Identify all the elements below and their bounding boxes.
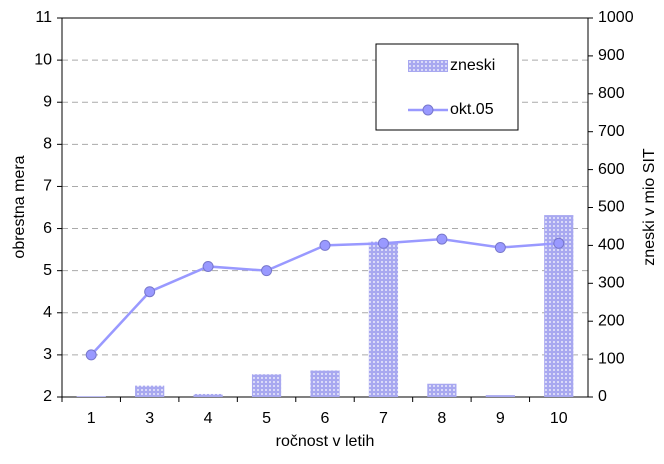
- x-tick-label: 7: [379, 410, 388, 427]
- point: [261, 265, 273, 277]
- y2-tick-label: 200: [598, 312, 625, 329]
- bar: [135, 385, 165, 397]
- point: [144, 286, 156, 298]
- y-tick-label: 10: [34, 51, 52, 68]
- x-tick-label: 8: [437, 410, 446, 427]
- y2-tick-label: 500: [598, 199, 625, 216]
- legend-label: zneski: [450, 57, 495, 74]
- point: [553, 237, 565, 249]
- y-tick-label: 4: [43, 304, 52, 321]
- y2-tick-label: 800: [598, 85, 625, 102]
- bar: [485, 395, 515, 397]
- bar: [310, 370, 340, 397]
- x-tick-label: 10: [550, 410, 568, 427]
- y-tick-label: 3: [43, 346, 52, 363]
- bar: [193, 393, 223, 397]
- y-tick-label: 9: [43, 93, 52, 110]
- x-tick-label: 3: [145, 410, 154, 427]
- y-tick-label: 11: [35, 9, 52, 26]
- y2-tick-label: 0: [598, 388, 607, 405]
- point: [85, 349, 97, 361]
- bar: [76, 396, 106, 397]
- bar: [427, 383, 457, 397]
- y-axis-label: obrestna mera: [11, 155, 28, 258]
- y2-tick-label: 700: [598, 123, 625, 140]
- point: [319, 239, 331, 251]
- x-axis-label: ročnost v letih: [276, 433, 375, 450]
- legend-label: okt.05: [450, 101, 494, 118]
- y2-tick-label: 300: [598, 275, 625, 292]
- y2-tick-label: 900: [598, 47, 625, 64]
- legend-marker: [422, 104, 434, 116]
- point: [202, 260, 214, 272]
- point: [494, 242, 506, 254]
- bar: [368, 241, 399, 397]
- y-tick-label: 5: [43, 262, 52, 279]
- y-tick-label: 2: [43, 388, 52, 405]
- x-tick-label: 4: [204, 410, 213, 427]
- line: [90, 237, 559, 356]
- y2-tick-label: 100: [598, 350, 625, 367]
- x-tick-label: 6: [321, 410, 330, 427]
- y2-tick-label: 400: [598, 237, 625, 254]
- x-tick-label: 9: [496, 410, 505, 427]
- y-tick-label: 6: [43, 220, 52, 237]
- legend-box: [375, 43, 519, 131]
- point: [436, 233, 448, 245]
- y2-tick-label: 1000: [598, 9, 634, 26]
- x-tick-label: 5: [262, 410, 271, 427]
- legend-swatch: [408, 60, 448, 72]
- bar: [251, 374, 282, 397]
- y-tick-label: 8: [43, 136, 52, 153]
- y-tick-label: 7: [43, 178, 52, 195]
- point: [377, 237, 389, 249]
- y2-tick-label: 600: [598, 161, 625, 178]
- x-tick-label: 1: [87, 410, 96, 427]
- y2-axis-label: zneski v mio SIT: [641, 148, 658, 266]
